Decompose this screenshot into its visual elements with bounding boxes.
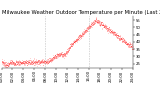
Text: Milwaukee Weather Outdoor Temperature per Minute (Last 24 Hours): Milwaukee Weather Outdoor Temperature pe…	[2, 10, 160, 15]
